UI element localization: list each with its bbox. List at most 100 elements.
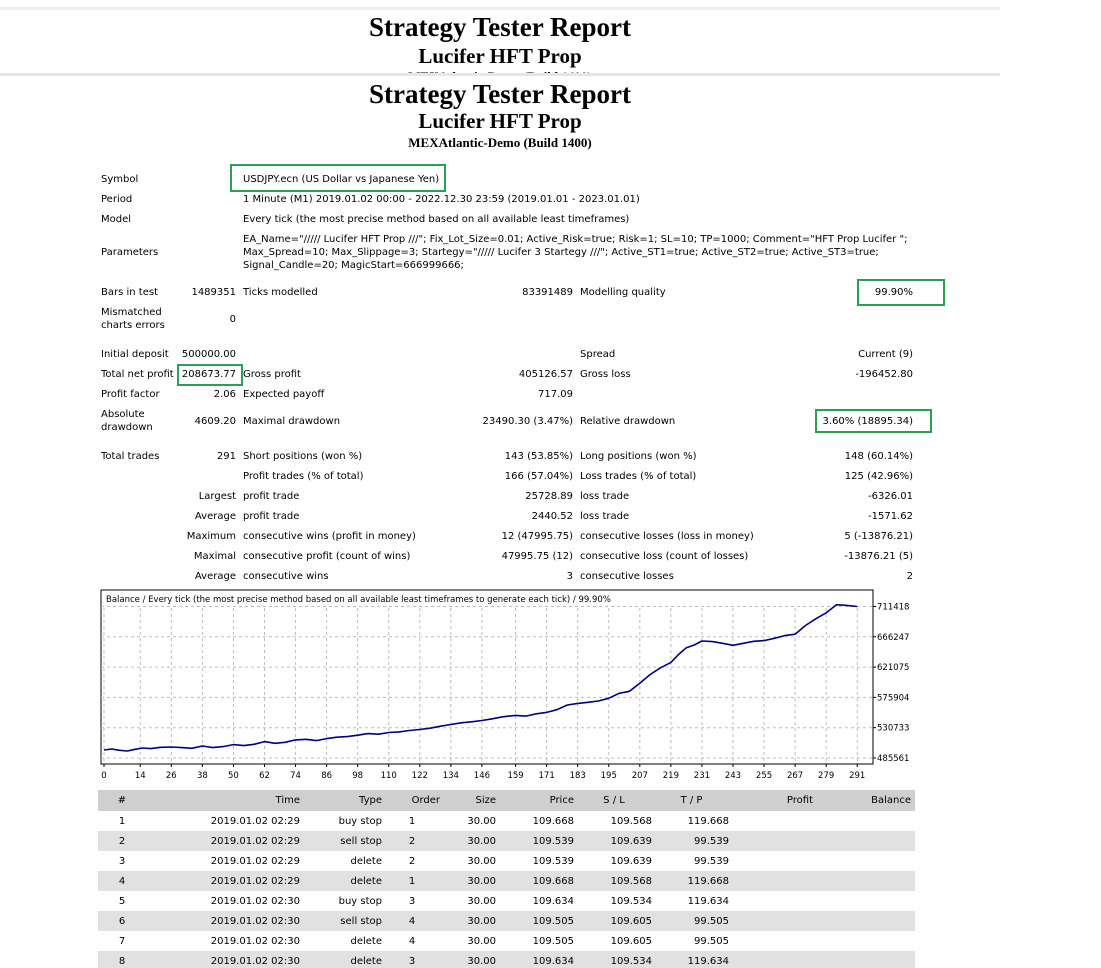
profit-trades-label: Profit trades (% of total) xyxy=(243,471,364,482)
table-cell: 99.505 xyxy=(694,916,729,927)
cons-wins-label: consecutive wins xyxy=(243,571,329,582)
x-tick-label: 207 xyxy=(632,771,648,781)
x-tick-label: 159 xyxy=(507,771,523,781)
largest-loss-label: loss trade xyxy=(580,491,630,502)
total-trades-label: Total trades xyxy=(101,451,160,462)
server-copy: MEXAtlantic-Demo (Build 1400) xyxy=(0,69,1000,76)
net-profit-value: 208673.77 xyxy=(181,369,236,380)
loss-trades-label: Loss trades (% of total) xyxy=(580,471,697,482)
table-row xyxy=(98,951,915,968)
highlight-box xyxy=(857,279,945,306)
table-cell: 2019.01.02 02:29 xyxy=(210,836,300,847)
x-tick-label: 50 xyxy=(228,771,239,781)
expected-payoff-label: Expected payoff xyxy=(243,389,325,400)
table-cell: 109.639 xyxy=(610,856,652,867)
cons-loss-count-value: -13876.21 (5) xyxy=(844,551,913,562)
column-header: Profit xyxy=(786,795,813,806)
table-cell: 3 xyxy=(408,896,416,907)
initial-deposit-value: 500000.00 xyxy=(181,349,236,360)
table-cell: 2019.01.02 02:30 xyxy=(210,936,300,947)
x-tick-label: 219 xyxy=(663,771,679,781)
column-header: Size xyxy=(475,795,496,806)
absolute-drawdown-label: Absolute xyxy=(101,409,145,420)
gross-loss-value: -196452.80 xyxy=(855,369,913,380)
table-cell: buy stop xyxy=(338,896,382,907)
short-positions-label: Short positions (won %) xyxy=(243,451,363,462)
table-cell: 2019.01.02 02:30 xyxy=(210,916,300,927)
x-tick-label: 195 xyxy=(601,771,617,781)
long-positions-value: 148 (60.14%) xyxy=(844,451,913,462)
table-cell: 4 xyxy=(408,936,416,947)
table-cell: 2019.01.02 02:29 xyxy=(210,816,300,827)
table-cell: 8 xyxy=(118,956,126,967)
spread-label: Spread xyxy=(580,349,616,360)
balance-line xyxy=(103,603,858,752)
table-cell: 109.534 xyxy=(610,896,652,907)
table-cell: 2019.01.02 02:29 xyxy=(210,856,300,867)
table-cell: 4 xyxy=(408,916,416,927)
x-tick-label: 279 xyxy=(818,771,834,781)
x-tick-label: 231 xyxy=(694,771,710,781)
table-cell: 109.668 xyxy=(532,816,574,827)
x-tick-label: 26 xyxy=(166,771,177,781)
table-header xyxy=(98,790,915,811)
x-tick-label: 62 xyxy=(259,771,270,781)
table-cell: 109.539 xyxy=(532,836,574,847)
x-tick-label: 14 xyxy=(135,771,146,781)
maximum-label: Maximum xyxy=(186,531,236,542)
x-tick-label: 243 xyxy=(725,771,741,781)
column-header: # xyxy=(117,795,127,806)
table-cell: 3 xyxy=(118,856,126,867)
column-header: Order xyxy=(411,795,440,806)
symbol-label: Symbol xyxy=(101,174,139,185)
table-cell: 119.634 xyxy=(687,956,729,967)
mismatch-label: charts errors xyxy=(101,320,165,331)
y-tick-label: 575904 xyxy=(877,693,909,703)
table-cell: 109.568 xyxy=(610,876,652,887)
gross-loss-label: Gross loss xyxy=(580,369,631,380)
x-tick-label: 74 xyxy=(290,771,301,781)
table-cell: 2019.01.02 02:29 xyxy=(210,876,300,887)
x-tick-label: 86 xyxy=(321,771,332,781)
chart-title: Balance / Every tick (the most precise m… xyxy=(106,595,611,605)
table-cell: 5 xyxy=(118,896,126,907)
x-tick-label: 0 xyxy=(101,771,106,781)
divider xyxy=(0,7,1000,10)
maximal-drawdown-label: Maximal drawdown xyxy=(243,416,341,427)
table-cell: 6 xyxy=(118,916,126,927)
short-positions-value: 143 (53.85%) xyxy=(504,451,573,462)
table-cell: 30.00 xyxy=(467,816,496,827)
ea-name: Lucifer HFT Prop xyxy=(418,109,582,133)
table-cell: 109.505 xyxy=(532,916,574,927)
cons-losses-money-label: consecutive losses (loss in money) xyxy=(580,531,754,542)
table-row xyxy=(98,871,915,891)
model-label: Model xyxy=(101,214,132,225)
table-cell: 2 xyxy=(408,856,416,867)
report-title: Strategy Tester Report xyxy=(369,79,631,109)
table-cell: sell stop xyxy=(340,836,382,847)
table-cell: buy stop xyxy=(338,816,382,827)
bars-value: 1489351 xyxy=(191,287,236,298)
table-cell: 99.505 xyxy=(694,936,729,947)
maximal-label: Maximal xyxy=(193,551,236,562)
table-cell: 4 xyxy=(118,876,126,887)
highlight-box xyxy=(815,409,932,433)
divider xyxy=(0,73,1000,76)
x-tick-label: 183 xyxy=(570,771,586,781)
table-cell: 109.568 xyxy=(610,816,652,827)
table-cell: 30.00 xyxy=(467,856,496,867)
model-value: Every tick (the most precise method base… xyxy=(243,214,630,225)
highlight-box xyxy=(230,164,446,192)
balance-chart: 0 14 26 38 50 62 74 86 98 110 122 134 146 159 171 183 19… xyxy=(100,589,909,781)
column-header: Time xyxy=(275,795,300,806)
ticks-value: 83391489 xyxy=(522,287,573,298)
table-cell: 30.00 xyxy=(467,936,496,947)
table-cell: 7 xyxy=(118,936,126,947)
cons-wins-value: 3 xyxy=(566,571,573,582)
cons-profit-count-value: 47995.75 (12) xyxy=(501,551,573,562)
x-tick-label: 38 xyxy=(197,771,208,781)
table-cell: 30.00 xyxy=(467,836,496,847)
parameters-label: Parameters xyxy=(101,247,159,258)
mismatch-value: 0 xyxy=(229,314,236,325)
